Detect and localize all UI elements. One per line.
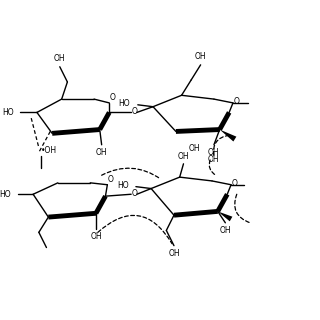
- Text: O: O: [107, 174, 113, 184]
- Text: HO: HO: [3, 108, 14, 117]
- Text: OH: OH: [168, 249, 180, 258]
- Text: O: O: [132, 189, 138, 198]
- FancyArrowPatch shape: [102, 168, 161, 179]
- Text: OH: OH: [189, 144, 201, 153]
- Text: OH: OH: [54, 54, 66, 63]
- Text: HO: HO: [0, 190, 10, 199]
- Text: O: O: [132, 107, 138, 116]
- Text: OH: OH: [195, 52, 206, 61]
- Text: OH: OH: [220, 226, 231, 235]
- Polygon shape: [220, 130, 236, 141]
- Text: HO: HO: [117, 181, 128, 190]
- Polygon shape: [218, 212, 232, 221]
- FancyArrowPatch shape: [98, 215, 172, 244]
- Text: OH: OH: [208, 156, 220, 164]
- Text: OH: OH: [96, 148, 108, 157]
- Text: HO: HO: [119, 99, 130, 108]
- Text: OH: OH: [178, 152, 189, 161]
- Text: O: O: [234, 98, 240, 107]
- FancyArrowPatch shape: [209, 160, 216, 175]
- Text: •OH: •OH: [41, 146, 57, 155]
- Text: O: O: [109, 93, 115, 102]
- FancyArrowPatch shape: [235, 194, 250, 223]
- Text: O: O: [232, 179, 238, 188]
- Text: OH: OH: [208, 148, 220, 157]
- FancyArrowPatch shape: [213, 135, 229, 156]
- Text: OH: OH: [90, 232, 102, 241]
